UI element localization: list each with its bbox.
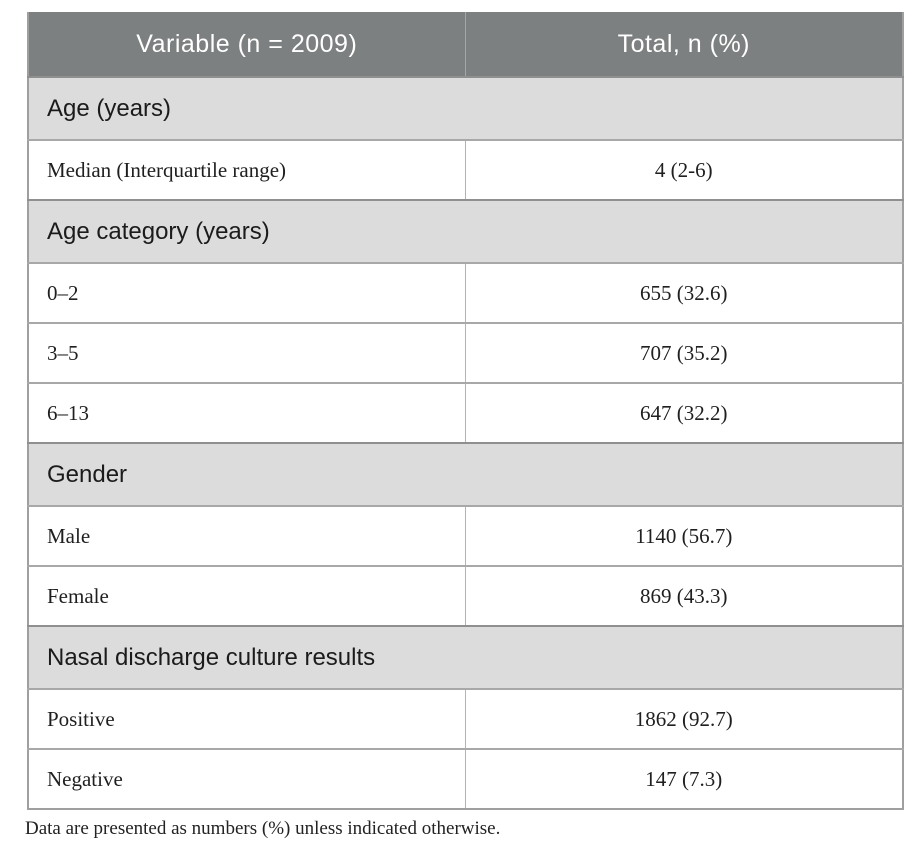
table-row: Female 869 (43.3)	[28, 565, 903, 626]
section-row-age: Age (years)	[28, 76, 903, 141]
row-label: Female	[28, 565, 466, 626]
row-value: 1862 (92.7)	[464, 688, 903, 749]
row-value: 655 (32.6)	[464, 262, 903, 323]
table-row: Median (Interquartile range) 4 (2-6)	[28, 139, 903, 200]
table-row: 3–5 707 (35.2)	[28, 322, 903, 383]
row-value: 147 (7.3)	[464, 748, 903, 809]
row-value: 1140 (56.7)	[464, 505, 903, 566]
section-title: Age category (years)	[28, 199, 903, 264]
section-row-gender: Gender	[28, 442, 903, 507]
table-row: Male 1140 (56.7)	[28, 505, 903, 566]
row-value: 707 (35.2)	[464, 322, 903, 383]
demographics-table: Variable (n = 2009) Total, n (%) Age (ye…	[27, 12, 904, 810]
table-row: Positive 1862 (92.7)	[28, 688, 903, 749]
column-header-variable: Variable (n = 2009)	[28, 12, 466, 77]
table-header-row: Variable (n = 2009) Total, n (%)	[28, 12, 903, 77]
row-value: 647 (32.2)	[464, 382, 903, 443]
row-label: Median (Interquartile range)	[28, 139, 466, 200]
table-body: Age (years) Median (Interquartile range)…	[28, 76, 903, 809]
row-label: 3–5	[28, 322, 466, 383]
section-row-nasal-discharge: Nasal discharge culture results	[28, 625, 903, 690]
section-title: Gender	[28, 442, 903, 507]
column-header-total: Total, n (%)	[464, 12, 903, 77]
table-row: 6–13 647 (32.2)	[28, 382, 903, 443]
table-footnote: Data are presented as numbers (%) unless…	[25, 818, 501, 839]
section-title: Nasal discharge culture results	[28, 625, 903, 690]
table-row: Negative 147 (7.3)	[28, 748, 903, 809]
row-label: 6–13	[28, 382, 466, 443]
row-label: 0–2	[28, 262, 466, 323]
section-title: Age (years)	[28, 76, 903, 141]
row-label: Positive	[28, 688, 466, 749]
row-value: 4 (2-6)	[464, 139, 903, 200]
table-header: Variable (n = 2009) Total, n (%)	[28, 12, 903, 77]
table-row: 0–2 655 (32.6)	[28, 262, 903, 323]
row-value: 869 (43.3)	[464, 565, 903, 626]
row-label: Male	[28, 505, 466, 566]
row-label: Negative	[28, 748, 466, 809]
section-row-age-category: Age category (years)	[28, 199, 903, 264]
